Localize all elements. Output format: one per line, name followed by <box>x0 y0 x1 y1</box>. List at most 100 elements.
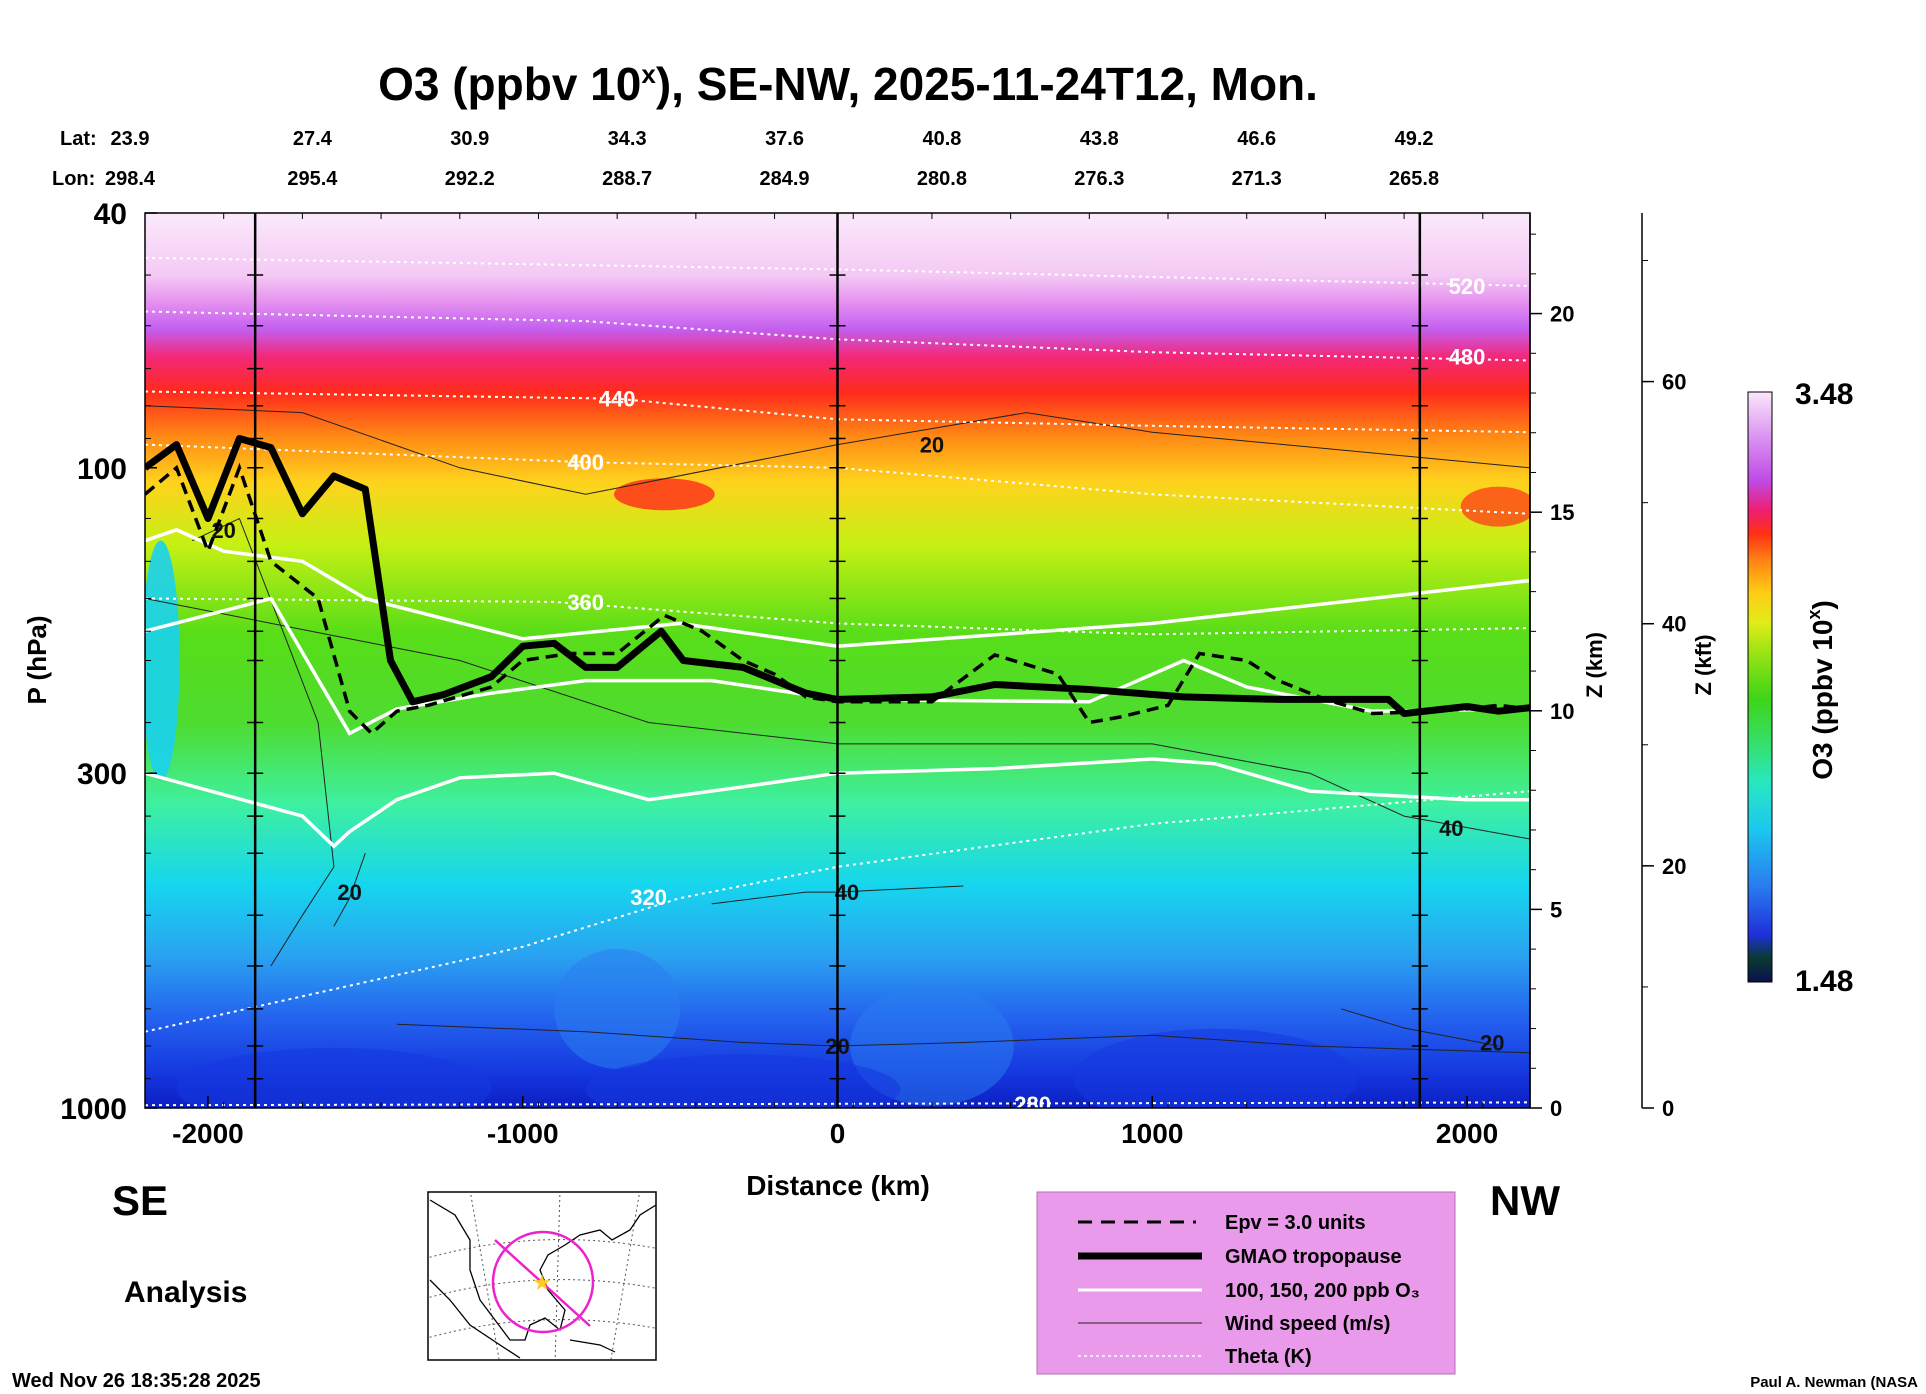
wind-contour <box>145 598 1530 840</box>
theta-contour <box>145 790 1530 1033</box>
colorbar <box>1747 391 1773 983</box>
wind-contour <box>333 853 366 927</box>
pressure-axis: 40 100 300 1000 <box>60 198 157 1126</box>
lon-value: 288.7 <box>602 168 652 190</box>
p-tick-label: 1000 <box>60 1093 127 1126</box>
direction-se: SE <box>112 1177 168 1224</box>
z-kft-axis-label: Z (kft) <box>1691 634 1716 695</box>
analysis-label: Analysis <box>124 1276 247 1309</box>
wind-contour-label: 20 <box>337 880 361 905</box>
lat-value: 27.4 <box>293 128 333 150</box>
ozone-field-patches <box>145 478 1530 1108</box>
lat-value: 49.2 <box>1395 128 1434 150</box>
x-tick-label: 2000 <box>1436 1118 1498 1149</box>
ozone-ppb-contours <box>145 527 1530 849</box>
theta-contour-label: 440 <box>599 387 636 412</box>
z-kft-tick-label: 40 <box>1662 612 1686 637</box>
z-kft-tick-label: 20 <box>1662 854 1686 879</box>
colorbar-title: O3 (ppbv 10x) <box>1804 600 1838 780</box>
legend-item: Wind speed (m/s) <box>1225 1313 1390 1335</box>
lat-label: Lat: <box>60 128 97 150</box>
x-tick-label: -2000 <box>172 1118 244 1149</box>
z-km-axis-label: Z (km) <box>1582 632 1607 698</box>
theta-contour-label: 520 <box>1449 274 1486 299</box>
theta-contour-label: 360 <box>567 590 604 615</box>
chart-title: O3 (ppbv 10x), SE-NW, 2025-11-24T12, Mon… <box>378 58 1318 110</box>
wind-contour <box>191 517 335 967</box>
lat-value: 43.8 <box>1080 128 1119 150</box>
tropopause-lines <box>145 435 1530 736</box>
lon-value: 276.3 <box>1074 168 1124 190</box>
lat-lon-values: 23.9 298.4 27.4 295.4 30.9 292.2 34.3 288.7 37.6… <box>105 128 1439 190</box>
lat-value: 37.6 <box>765 128 804 150</box>
lat-value: 34.3 <box>608 128 647 150</box>
lon-value: 271.3 <box>1232 168 1282 190</box>
legend: Epv = 3.0 units GMAO tropopause 100, 150… <box>1036 1191 1456 1375</box>
ozone-patch <box>1460 486 1530 527</box>
theta-contour-label: 280 <box>1014 1092 1051 1117</box>
map-graticule <box>428 1192 656 1360</box>
legend-item: Theta (K) <box>1225 1346 1312 1368</box>
theta-contour-label: 480 <box>1449 344 1486 369</box>
track-map: ★ <box>427 1191 657 1361</box>
lat-value: 40.8 <box>922 128 961 150</box>
wind-contour <box>396 1023 1530 1054</box>
wind-contour-label: 40 <box>835 880 859 905</box>
x-tick-label: 1000 <box>1121 1118 1183 1149</box>
ozone-patch <box>1073 1028 1357 1108</box>
direction-nw: NW <box>1490 1177 1560 1224</box>
ozone-patch <box>176 1047 492 1108</box>
theta-contour <box>145 443 1530 515</box>
epv-line <box>145 462 1530 736</box>
z-kft-tick-label: 0 <box>1662 1096 1674 1121</box>
ozone-patch <box>850 985 1014 1106</box>
x-tick-label: -1000 <box>487 1118 559 1149</box>
x-axis-label: Distance (km) <box>746 1170 930 1201</box>
lon-value: 298.4 <box>105 168 156 190</box>
map-coastline <box>429 1199 656 1359</box>
lon-value: 284.9 <box>760 168 810 190</box>
z-km-tick-label: 5 <box>1550 897 1562 922</box>
colorbar-min-label: 1.48 <box>1795 965 1853 998</box>
wind-contour-label: 40 <box>1439 816 1463 841</box>
timestamp: Wed Nov 26 18:35:28 2025 <box>12 1370 261 1392</box>
ozone-patch <box>585 1054 901 1108</box>
wind-contour-label: 20 <box>1480 1030 1504 1055</box>
lat-value: 46.6 <box>1237 128 1276 150</box>
theta-contour-label: 400 <box>567 450 604 475</box>
lon-value: 265.8 <box>1389 168 1439 190</box>
lon-value: 292.2 <box>445 168 495 190</box>
wind-contour <box>1340 1008 1499 1047</box>
colorbar-max-label: 3.48 <box>1795 378 1853 411</box>
x-tick-label: 0 <box>830 1118 846 1149</box>
legend-item: 100, 150, 200 ppb O₃ <box>1225 1280 1420 1302</box>
lon-value: 295.4 <box>287 168 338 190</box>
z-kft-tick-label: 60 <box>1662 370 1686 395</box>
map-range-circle <box>491 1230 595 1334</box>
lon-label: Lon: <box>52 168 95 190</box>
x-axis: -2000 -1000 0 1000 2000 <box>144 213 1498 1149</box>
ozone-patch <box>614 478 715 511</box>
tropopause-line <box>145 435 1530 717</box>
map-section-line <box>494 1239 591 1327</box>
p-tick-label: 100 <box>77 453 127 486</box>
credit-text: Paul A. Newman (NASA <box>1750 1374 1918 1391</box>
o3-contour <box>145 757 1530 849</box>
z-km-tick-label: 20 <box>1550 302 1574 327</box>
p-tick-label: 300 <box>77 758 127 791</box>
z-km-axis: 0 5 10 15 20 <box>1530 233 1574 1121</box>
legend-item: GMAO tropopause <box>1225 1246 1402 1268</box>
section-marker-lines <box>247 213 1428 1108</box>
lon-value: 280.8 <box>917 168 967 190</box>
ozone-patch <box>554 948 681 1069</box>
z-km-tick-label: 10 <box>1550 699 1574 724</box>
wind-contour <box>711 885 964 905</box>
y-axis-label: P (hPa) <box>22 615 52 704</box>
o3-contour <box>145 527 1530 648</box>
o3-contour <box>145 596 1530 736</box>
p-tick-label: 40 <box>94 198 127 231</box>
lat-value: 30.9 <box>450 128 489 150</box>
map-center-star-icon: ★ <box>532 1270 552 1295</box>
